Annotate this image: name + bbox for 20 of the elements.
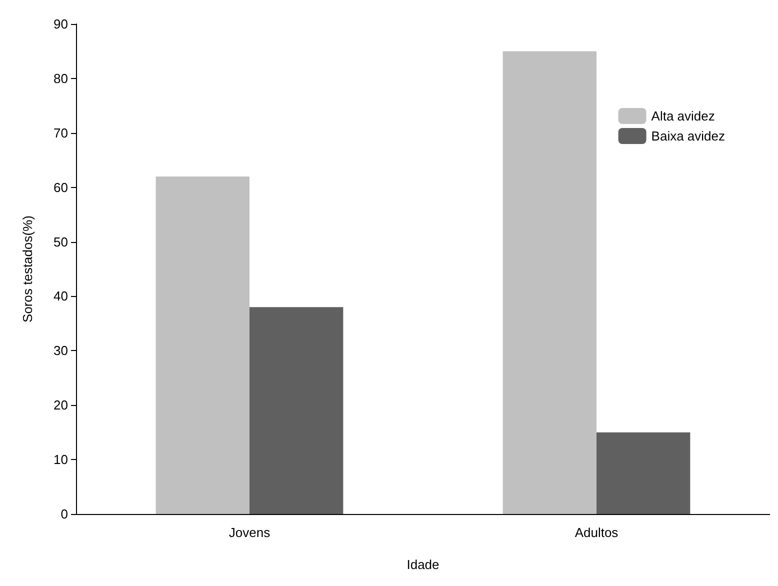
legend-label: Baixa avidez [651,128,726,144]
bar [250,307,344,514]
bar [156,176,250,514]
y-tick-label: 90 [54,16,68,32]
bar [502,51,596,514]
y-tick-label: 40 [54,288,68,304]
y-tick-label: 60 [54,180,68,195]
y-tick-label: 20 [54,398,68,413]
x-tick-label: Jovens [228,525,271,540]
y-axis-title: Soros testados(%) [20,216,35,322]
y-tick-label: 50 [54,234,68,250]
x-axis-title: Idade [406,557,440,572]
y-tick-label: 0 [60,506,68,522]
y-tick-label: 80 [54,70,68,86]
legend-label: Alta avidez [651,108,715,124]
bar [596,432,690,514]
y-tick-label: 10 [54,452,68,468]
y-tick-label: 70 [54,125,68,140]
y-tick-label: 30 [54,343,68,358]
x-tick-label: Adultos [574,525,619,540]
